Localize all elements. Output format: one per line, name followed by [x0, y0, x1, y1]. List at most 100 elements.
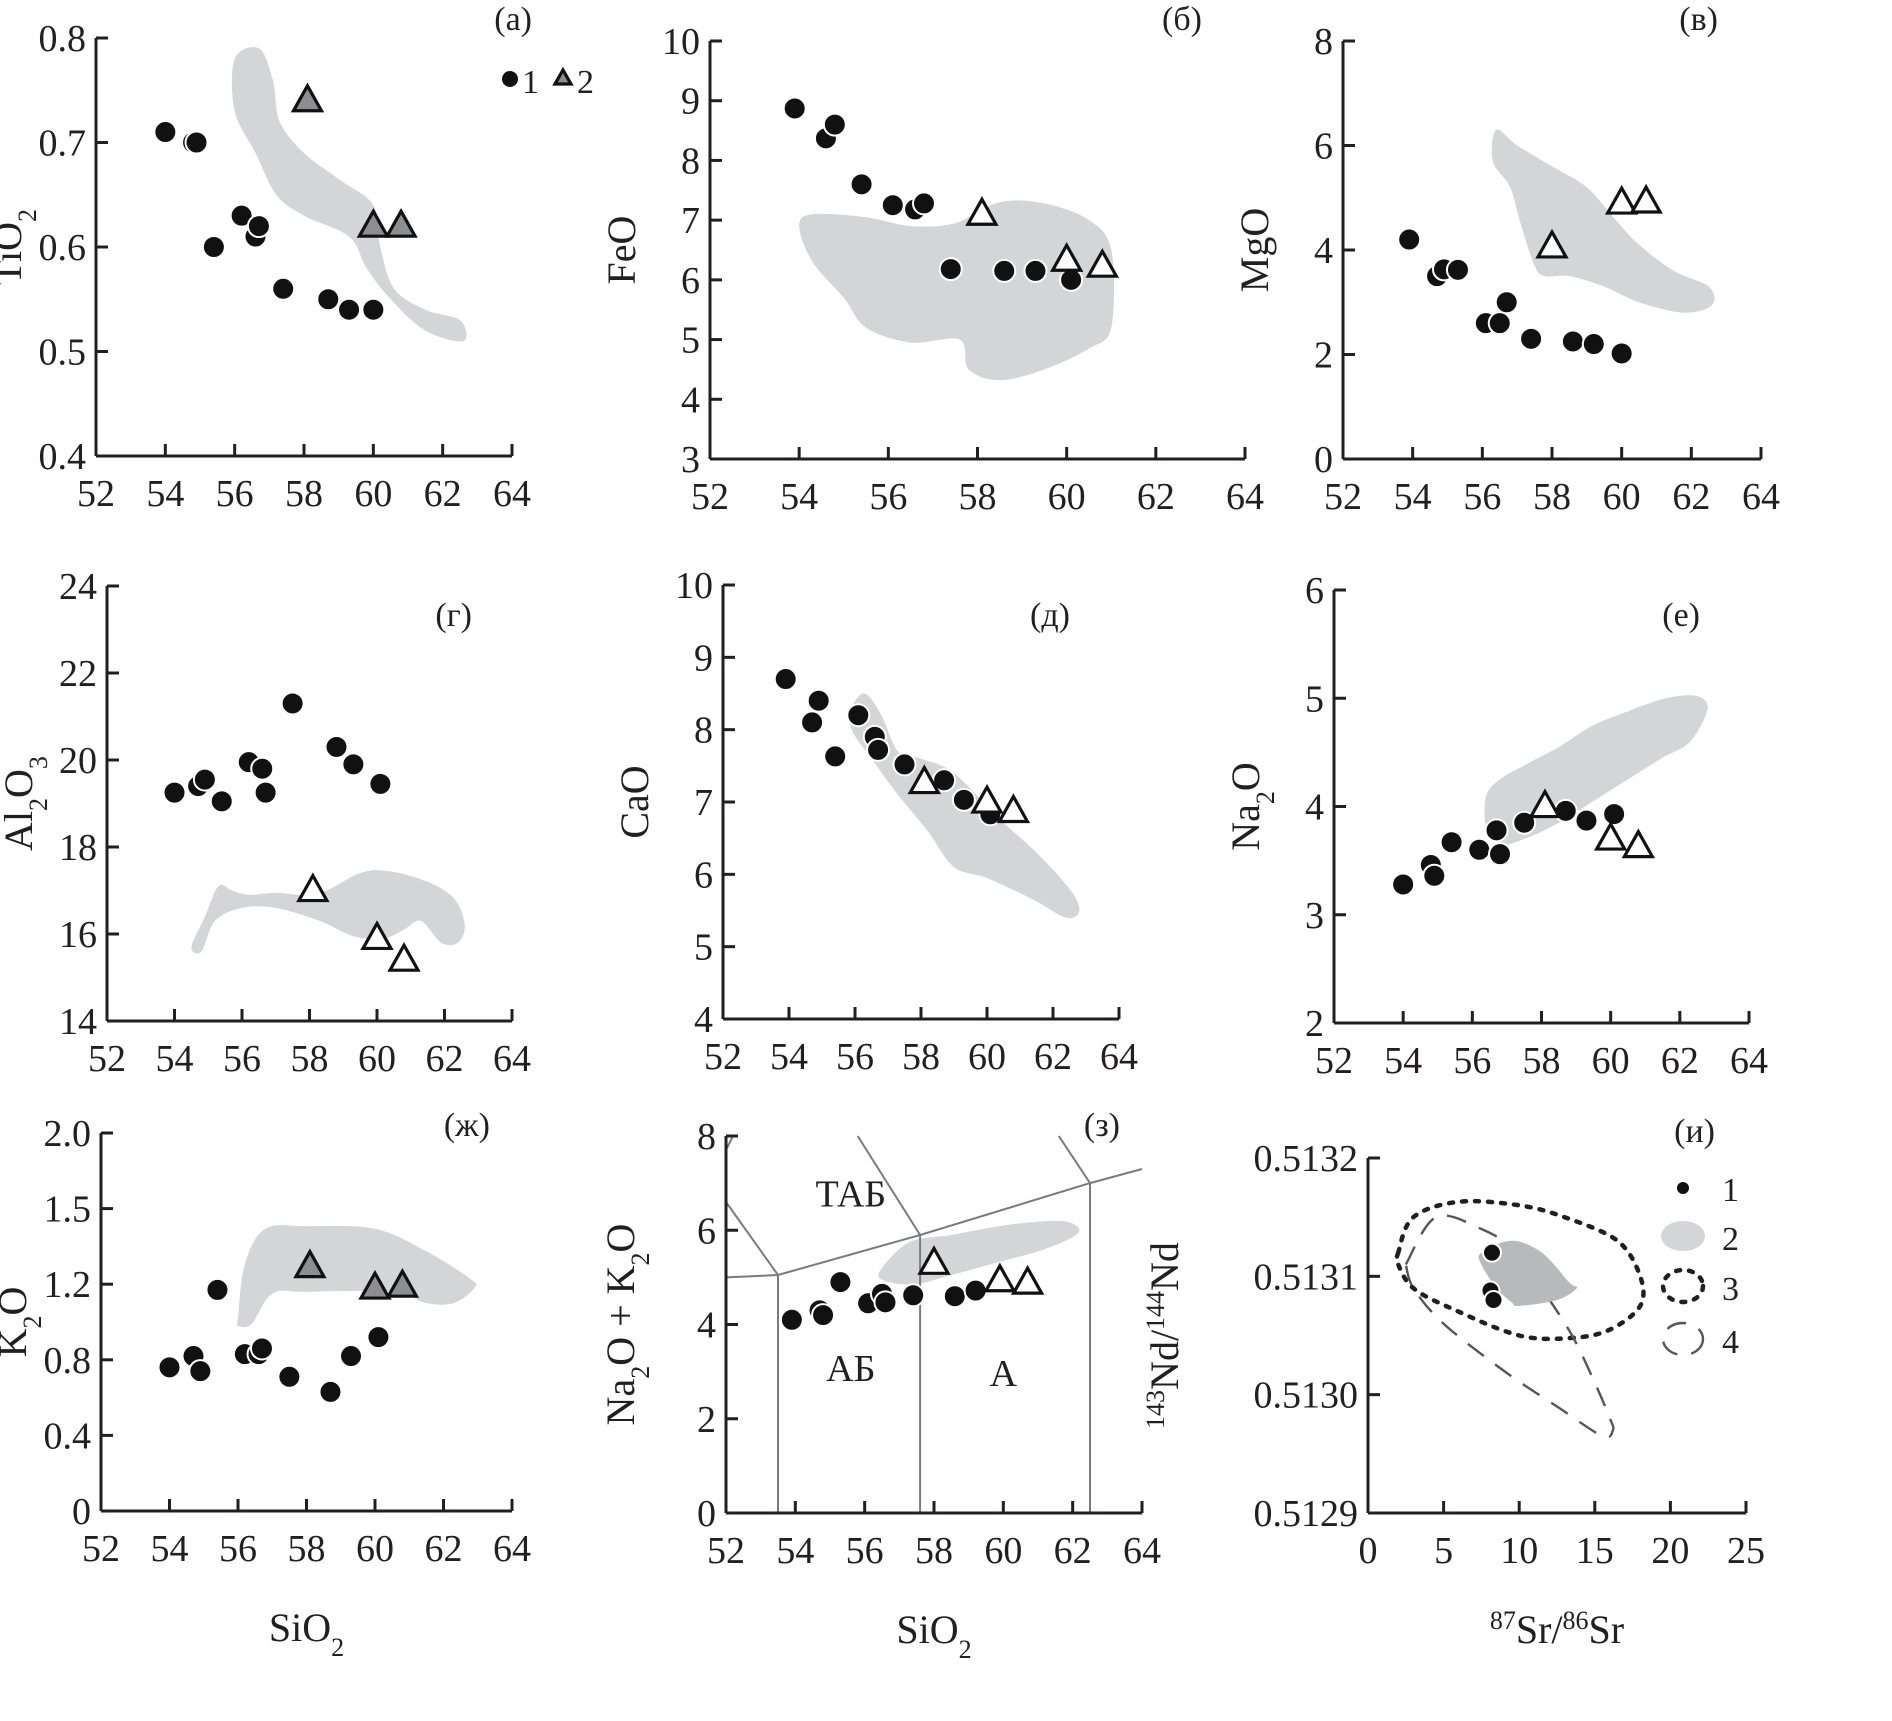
data-point-triangle [983, 1262, 1017, 1293]
comparison-field-area [799, 200, 1115, 381]
y-tick-label: 6 [694, 854, 713, 896]
data-point-triangle [356, 207, 391, 238]
data-point-circle [201, 235, 226, 259]
x-tick-label: 25 [1727, 1530, 1765, 1572]
y-tick-label: 0.5131 [1254, 1256, 1359, 1298]
label-part: Al [0, 811, 41, 851]
x-tick-label: 5 [1434, 1530, 1453, 1572]
x-tick-label: 64 [1123, 1530, 1161, 1572]
x-tick-label: 58 [291, 1038, 329, 1080]
x-tick-label: 52 [82, 1528, 120, 1570]
label-part: O [0, 1287, 35, 1316]
panel-a: 52 54 56 58 60 62 64 0.4 0.5 0.6 0.7 0.8 (а) TiO2 [0, 1, 532, 515]
x-tick-label: 62 [1661, 1040, 1699, 1082]
y-tick-label: 3 [681, 439, 700, 481]
x-tick-label: 10 [1500, 1530, 1538, 1572]
y-tick-label: 18 [59, 827, 97, 869]
y-tick-label: 8 [697, 1116, 716, 1158]
y-tick-label: 0 [72, 1491, 91, 1533]
data-point-circle [1391, 872, 1416, 897]
panel-label: (ж) [444, 1107, 490, 1144]
data-point-circle [912, 191, 936, 216]
data-point-circle [280, 691, 305, 716]
legend-triangle-marker [552, 66, 574, 86]
x-tick-label: 62 [426, 1038, 464, 1080]
data-point-circle [1487, 311, 1512, 336]
data-point-circle [368, 771, 393, 796]
y-axis-title: Al2O3 [0, 756, 53, 851]
data-point-circle [337, 297, 362, 322]
panel-v: 52 54 56 58 60 62 64 0 2 4 6 8 (в) MgO [1232, 1, 1780, 518]
y-tick-label: 4 [697, 1305, 716, 1347]
contour-4-dashed [1402, 1214, 1615, 1439]
y-tick-label: 9 [681, 81, 700, 123]
y-tick-label: 16 [59, 914, 97, 956]
label-part: K [0, 1328, 35, 1357]
data-point-circle [249, 1336, 274, 1361]
panel-label: (д) [1030, 597, 1070, 634]
x-tick-label: 60 [358, 1038, 396, 1080]
data-point-triangle [1085, 247, 1120, 278]
label-part: SiO [269, 1605, 331, 1650]
x-tick-label: 60 [1592, 1040, 1630, 1082]
superscript: 144 [1141, 1291, 1170, 1330]
x-tick-label: 60 [1603, 476, 1641, 518]
data-point-triangle [1010, 1264, 1045, 1295]
x-tick-label: 62 [425, 1528, 463, 1570]
x-tick-label: 56 [836, 1036, 874, 1078]
y-tick-label: 14 [59, 1001, 97, 1043]
label-part: Sr [1589, 1607, 1625, 1652]
rock-field-label: АБ [826, 1348, 875, 1390]
label-part: O [1223, 762, 1268, 791]
legend-label: 3 [1722, 1271, 1739, 1308]
x-tick-label: 54 [1394, 476, 1432, 518]
x-tick-label: 54 [151, 1528, 189, 1570]
superscript: 143 [1141, 1390, 1170, 1429]
data-point-circle [366, 1325, 391, 1350]
data-point-circle [192, 767, 217, 792]
y-tick-label: 0.5129 [1254, 1493, 1359, 1535]
x-tick-label: 60 [354, 473, 392, 515]
panel-label: (е) [1662, 597, 1700, 634]
data-point-circle [184, 130, 209, 155]
data-point-circle [1560, 329, 1585, 354]
data-point-circle [229, 203, 254, 228]
y-tick-label: 8 [681, 140, 700, 182]
x-tick-label: 56 [216, 473, 254, 515]
data-point-circle [250, 756, 275, 781]
y-tick-label: 2 [1314, 335, 1333, 377]
y-axis-title: Na2O [1223, 762, 1280, 851]
subscript: 2 [626, 1366, 655, 1379]
label-part: Na [598, 1379, 643, 1426]
data-point-circle [828, 1270, 853, 1295]
y-tick-label: 6 [681, 260, 700, 302]
x-tick-label: 64 [1742, 476, 1780, 518]
x-tick-label: 56 [223, 1038, 261, 1080]
data-point-triangle [296, 872, 330, 903]
y-tick-label: 0 [697, 1493, 716, 1535]
data-point-circle [992, 258, 1017, 283]
data-point-circle [1553, 798, 1578, 823]
x-axis-title: 87Sr/86Sr [1490, 1606, 1624, 1653]
data-point-circle [942, 1284, 967, 1309]
label-part: Nd [1142, 1242, 1187, 1291]
x-tick-label: 60 [1048, 476, 1086, 518]
legend-circle-marker [500, 69, 520, 89]
rock-field-label: А [990, 1353, 1018, 1395]
data-point-triangle [1593, 820, 1628, 851]
x-tick-label: 60 [984, 1530, 1022, 1572]
y-tick-label: 24 [59, 566, 97, 608]
data-point-circle [1581, 332, 1606, 357]
data-point-circle [209, 789, 234, 814]
data-point-circle [1483, 1290, 1504, 1310]
data-point-circle [866, 737, 891, 762]
subscript: 3 [24, 756, 53, 769]
data-point-circle [1488, 842, 1512, 867]
panel-g: 52 54 56 58 60 62 64 14 16 18 20 22 24 (г) Al2O3 [0, 566, 531, 1080]
y-tick-label: 6 [697, 1210, 716, 1252]
data-point-circle [846, 703, 871, 728]
data-point-triangle [1629, 183, 1663, 214]
